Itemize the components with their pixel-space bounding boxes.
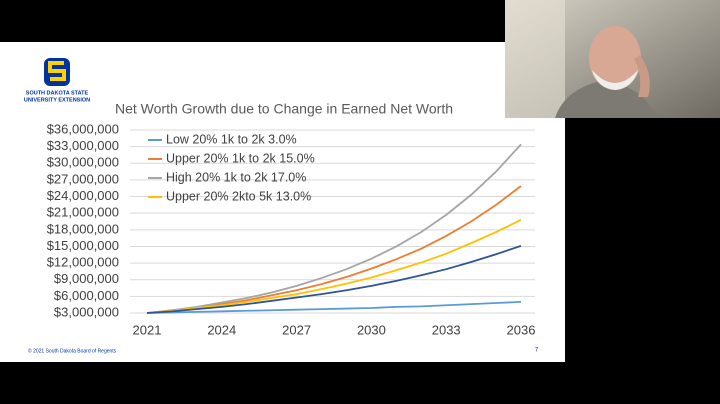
y-tick-label: $24,000,000 xyxy=(47,188,119,203)
y-tick-label: $21,000,000 xyxy=(47,205,119,220)
y-tick-label: $9,000,000 xyxy=(54,271,119,286)
y-tick-label: $12,000,000 xyxy=(47,255,119,270)
y-tick-label: $6,000,000 xyxy=(54,288,119,303)
x-tick-label: 2024 xyxy=(207,322,236,337)
legend-label: Upper 20% 2kto 5k 13.0% xyxy=(166,189,311,203)
y-tick-label: $15,000,000 xyxy=(47,238,119,253)
y-tick-label: $3,000,000 xyxy=(54,304,119,319)
page-number: 7 xyxy=(535,348,539,354)
chart-title: Net Worth Growth due to Change in Earned… xyxy=(115,101,453,117)
x-tick-label: 2027 xyxy=(282,322,311,337)
footer: © 2021 South Dakota Board of Regents xyxy=(28,347,117,354)
x-tick-label: 2021 xyxy=(133,322,162,337)
webcam-wall xyxy=(505,0,565,118)
y-tick-label: $30,000,000 xyxy=(47,155,119,170)
logo-s xyxy=(48,61,66,81)
x-tick-label: 2033 xyxy=(432,322,461,337)
webcam xyxy=(505,0,720,118)
x-tick-label: 2036 xyxy=(507,322,536,337)
y-tick-label: $27,000,000 xyxy=(47,171,119,186)
logo: SOUTH DAKOTA STATE UNIVERSITY EXTENSION xyxy=(24,58,90,103)
y-tick-label: $33,000,000 xyxy=(47,138,119,153)
legend-label: Low 20% 1k to 2k 3.0% xyxy=(166,132,297,146)
legend-label: Upper 20% 1k to 2k 15.0% xyxy=(166,151,315,165)
x-tick-label: 2030 xyxy=(357,322,386,337)
series-line xyxy=(146,301,522,314)
y-tick-label: $18,000,000 xyxy=(47,221,119,236)
y-tick-label: $36,000,000 xyxy=(47,121,119,136)
series-line xyxy=(146,143,522,314)
webcam-body xyxy=(555,80,657,118)
webcam-face xyxy=(589,26,641,90)
chart: $3,000,000$6,000,000 $9,000,000$12,000,00… xyxy=(47,121,536,337)
logo-text: SOUTH DAKOTA STATE xyxy=(26,90,89,96)
legend-label: High 20% 1k to 2k 17.0% xyxy=(166,170,306,184)
series-line xyxy=(146,245,522,314)
webcam-hand xyxy=(634,55,650,97)
slide xyxy=(0,42,565,362)
series-line xyxy=(146,219,522,314)
webcam-beard xyxy=(592,70,638,90)
logo-text: UNIVERSITY EXTENSION xyxy=(24,97,90,103)
